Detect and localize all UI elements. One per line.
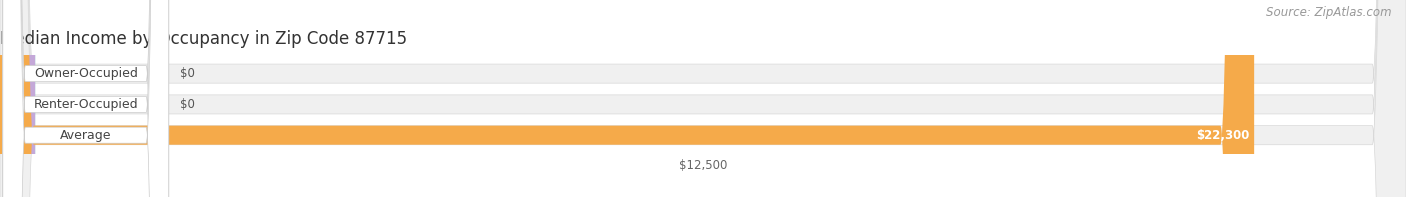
Text: Median Income by Occupancy in Zip Code 87715: Median Income by Occupancy in Zip Code 8… bbox=[0, 30, 408, 48]
FancyBboxPatch shape bbox=[3, 0, 169, 197]
FancyBboxPatch shape bbox=[0, 0, 35, 197]
Text: $0: $0 bbox=[180, 98, 195, 111]
Text: Owner-Occupied: Owner-Occupied bbox=[34, 67, 138, 80]
Text: Renter-Occupied: Renter-Occupied bbox=[34, 98, 138, 111]
FancyBboxPatch shape bbox=[3, 0, 169, 197]
FancyBboxPatch shape bbox=[0, 0, 1254, 197]
Text: $22,300: $22,300 bbox=[1197, 129, 1250, 142]
FancyBboxPatch shape bbox=[0, 0, 35, 197]
Text: $0: $0 bbox=[180, 67, 195, 80]
FancyBboxPatch shape bbox=[3, 0, 169, 197]
Text: Source: ZipAtlas.com: Source: ZipAtlas.com bbox=[1267, 6, 1392, 19]
Text: Average: Average bbox=[60, 129, 111, 142]
